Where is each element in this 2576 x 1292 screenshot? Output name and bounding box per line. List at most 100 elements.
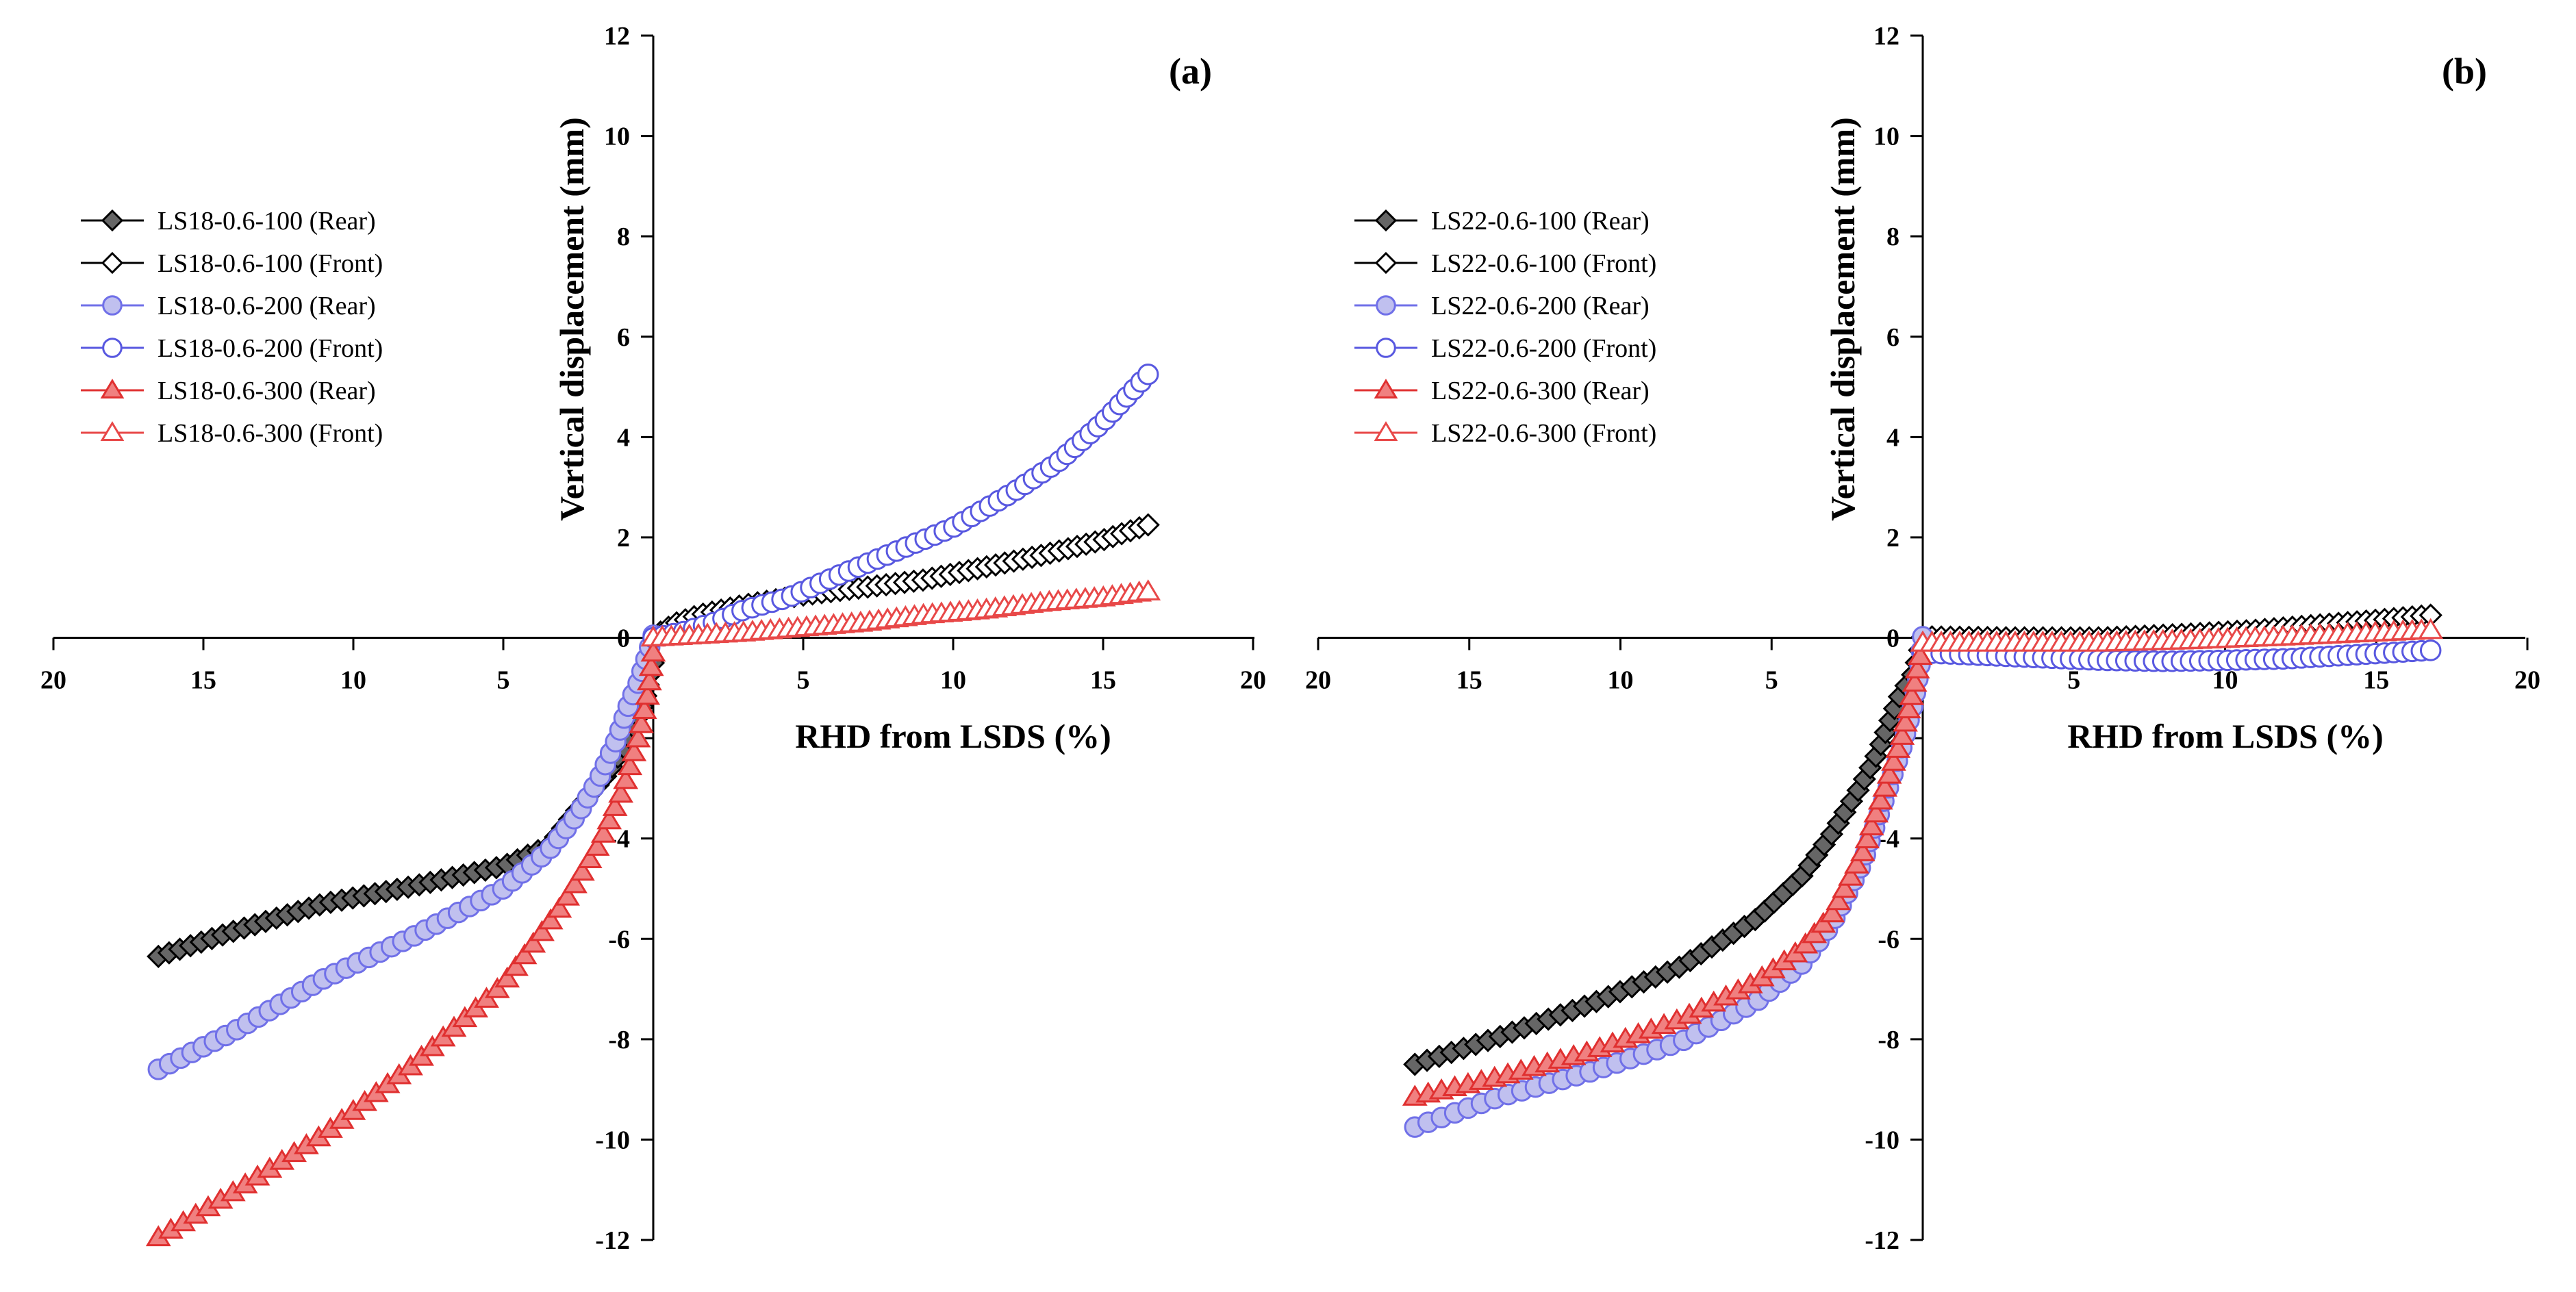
- data-point: [1895, 697, 1921, 719]
- data-point: [596, 808, 622, 830]
- series-circle-front: [642, 363, 1159, 649]
- legend-marker: [100, 379, 125, 398]
- y-axis-title: Vertical displacement (mm): [553, 117, 591, 521]
- y-tick-label: -12: [595, 1226, 630, 1255]
- data-point: [608, 781, 634, 803]
- data-point: [621, 740, 647, 761]
- series-triangle-rear: [145, 640, 666, 1247]
- y-tick-label: 8: [617, 223, 630, 251]
- x-axis-title: RHD from LSDS (%): [795, 717, 1111, 755]
- y-tick-label: -6: [1878, 925, 1899, 954]
- legend-label: LS22-0.6-200 (Rear): [1431, 292, 1650, 320]
- data-point: [484, 977, 510, 998]
- data-point: [629, 712, 654, 733]
- y-tick-label: -10: [595, 1126, 630, 1154]
- legend-marker: [102, 295, 123, 316]
- x-tick-label: 5: [497, 666, 510, 695]
- x-tick-label: 20: [1305, 666, 1331, 695]
- data-point: [2418, 618, 2444, 639]
- legend-entry: LS22-0.6-100 (Front): [1354, 249, 1656, 278]
- data-point: [1881, 750, 1906, 771]
- legend-entry: LS22-0.6-200 (Front): [1354, 334, 1656, 363]
- data-point: [1810, 911, 1836, 933]
- y-axis-title: Vertical displacement (mm): [1823, 117, 1862, 521]
- x-tick-label: 20: [1240, 666, 1266, 695]
- legend-label: LS22-0.6-300 (Front): [1431, 419, 1656, 448]
- chart-panel-a: 20151055101520-12-10-8-6-4-2024681012RHD…: [40, 22, 1266, 1255]
- legend-label: LS18-0.6-200 (Front): [157, 334, 383, 363]
- legend-marker: [1376, 295, 1396, 316]
- legend-entry: LS18-0.6-100 (Rear): [81, 207, 376, 236]
- data-point: [1838, 864, 1863, 886]
- legend-marker: [100, 421, 125, 441]
- data-point: [1135, 579, 1161, 600]
- data-point: [1136, 513, 1160, 537]
- data-point: [562, 872, 588, 894]
- legend-entry: LS22-0.6-300 (Front): [1354, 419, 1656, 448]
- legend-entry: LS22-0.6-200 (Rear): [1354, 292, 1650, 320]
- data-point: [635, 683, 661, 705]
- series-line: [157, 635, 655, 1071]
- legend-entry: LS22-0.6-300 (Rear): [1354, 377, 1650, 405]
- data-point: [1858, 814, 1884, 836]
- data-point: [1819, 901, 1845, 923]
- data-point: [1854, 827, 1880, 849]
- data-point: [520, 931, 546, 953]
- x-tick-label: 10: [1608, 666, 1634, 695]
- data-point: [1802, 922, 1828, 943]
- data-point: [602, 795, 628, 816]
- data-point: [1793, 932, 1819, 954]
- data-point: [1867, 788, 1893, 810]
- data-point: [637, 669, 662, 691]
- series-diamond-rear: [1403, 626, 1935, 1076]
- legend-entry: LS18-0.6-200 (Front): [81, 334, 383, 363]
- series-line: [1414, 637, 1924, 1065]
- data-point: [538, 908, 564, 930]
- y-tick-label: 0: [617, 624, 630, 653]
- legend-label: LS18-0.6-200 (Rear): [157, 292, 376, 320]
- data-point: [1889, 724, 1915, 745]
- data-point: [1863, 801, 1889, 823]
- data-point: [613, 768, 639, 789]
- data-point: [1893, 710, 1918, 732]
- panel-label: (a): [1169, 51, 1212, 92]
- data-point: [512, 943, 538, 965]
- data-point: [555, 885, 580, 906]
- y-tick-label: 0: [1886, 624, 1899, 653]
- data-point: [1904, 657, 1930, 679]
- legend-marker: [1374, 421, 1398, 441]
- data-point: [590, 822, 616, 843]
- y-tick-label: 8: [1886, 223, 1899, 251]
- data-point: [503, 954, 529, 976]
- legend-label: LS18-0.6-100 (Rear): [157, 207, 376, 236]
- legend-entry: LS18-0.6-300 (Rear): [81, 377, 376, 405]
- data-point: [617, 754, 643, 776]
- data-point: [625, 726, 651, 748]
- series-triangle-rear: [1402, 630, 1936, 1106]
- x-axis-title: RHD from LSDS (%): [2067, 717, 2384, 755]
- legend-marker: [1374, 209, 1398, 232]
- data-point: [1137, 363, 1159, 385]
- chart-panel-b: 20151055101520-12-10-8-6-4-2024681012RHD…: [1305, 22, 2540, 1255]
- data-point: [1826, 889, 1852, 911]
- data-point: [1844, 852, 1869, 874]
- x-tick-label: 15: [1456, 666, 1482, 695]
- data-point: [2419, 639, 2442, 661]
- legend-label: LS22-0.6-200 (Front): [1431, 334, 1656, 363]
- data-point: [1832, 876, 1857, 898]
- legend-label: LS18-0.6-300 (Front): [157, 419, 383, 448]
- x-tick-label: 5: [797, 666, 810, 695]
- y-tick-label: 6: [617, 323, 630, 352]
- data-point: [529, 920, 555, 941]
- data-point: [577, 847, 603, 869]
- y-tick-label: 10: [1873, 123, 1899, 151]
- data-point: [1899, 684, 1925, 705]
- data-point: [1902, 670, 1928, 692]
- x-tick-label: 20: [40, 666, 66, 695]
- x-tick-label: 15: [1090, 666, 1116, 695]
- data-point: [631, 698, 657, 720]
- legend-label: LS22-0.6-100 (Front): [1431, 249, 1656, 278]
- x-tick-label: 5: [2067, 666, 2080, 695]
- y-tick-label: -8: [608, 1026, 630, 1054]
